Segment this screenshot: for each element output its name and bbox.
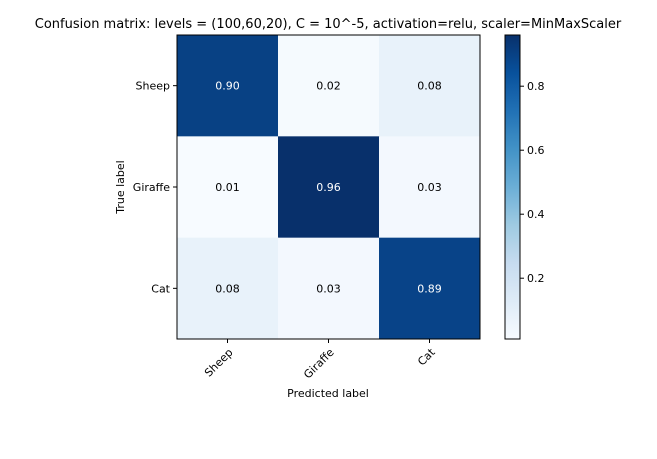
colorbar-tick-label: 0.4 [527, 208, 545, 221]
x-axis-ticks: Sheep Giraffe Cat [202, 339, 438, 381]
heatmap-cell [278, 237, 380, 340]
y-tick-label: Cat [151, 282, 170, 295]
cell-value-label: 0.90 [215, 80, 240, 93]
heatmap-cell [379, 136, 481, 239]
y-axis-label: True label [114, 160, 127, 214]
y-axis-ticks: Sheep Giraffe Cat [133, 80, 177, 295]
heatmap-cell [379, 237, 481, 340]
colorbar [504, 34, 521, 340]
cell-value-label: 0.08 [215, 282, 240, 295]
cell-value-label: 0.02 [316, 80, 341, 93]
chart-title: Confusion matrix: levels = (100,60,20), … [35, 17, 622, 32]
cell-value-label: 0.08 [417, 80, 442, 93]
colorbar-tick-label: 0.8 [527, 80, 545, 93]
x-axis-label: Predicted label [287, 387, 369, 400]
x-tick-label: Sheep [202, 346, 236, 380]
cell-value-label: 0.96 [316, 181, 341, 194]
heatmap-cells: 0.90 0.02 0.08 0.01 0.96 0.03 0.08 0.03 0.89 [177, 35, 481, 340]
heatmap-cell [177, 136, 279, 239]
y-tick-label: Giraffe [133, 181, 170, 194]
y-tick-label: Sheep [136, 80, 170, 93]
heatmap-cell [177, 237, 279, 340]
cell-value-label: 0.89 [417, 282, 442, 295]
x-tick-label: Cat [415, 345, 438, 368]
cell-value-label: 0.01 [215, 181, 240, 194]
colorbar-tick-label: 0.2 [527, 272, 545, 285]
heatmap-cell [177, 35, 279, 137]
x-tick-label: Giraffe [301, 346, 337, 382]
colorbar-tick-label: 0.6 [527, 144, 545, 157]
heatmap-cell [278, 35, 380, 137]
colorbar-ticks: 0.2 0.4 0.6 0.8 [520, 80, 545, 285]
cell-value-label: 0.03 [316, 282, 341, 295]
cell-value-label: 0.03 [417, 181, 442, 194]
heatmap-cell [379, 35, 481, 137]
heatmap-cell [278, 136, 380, 239]
